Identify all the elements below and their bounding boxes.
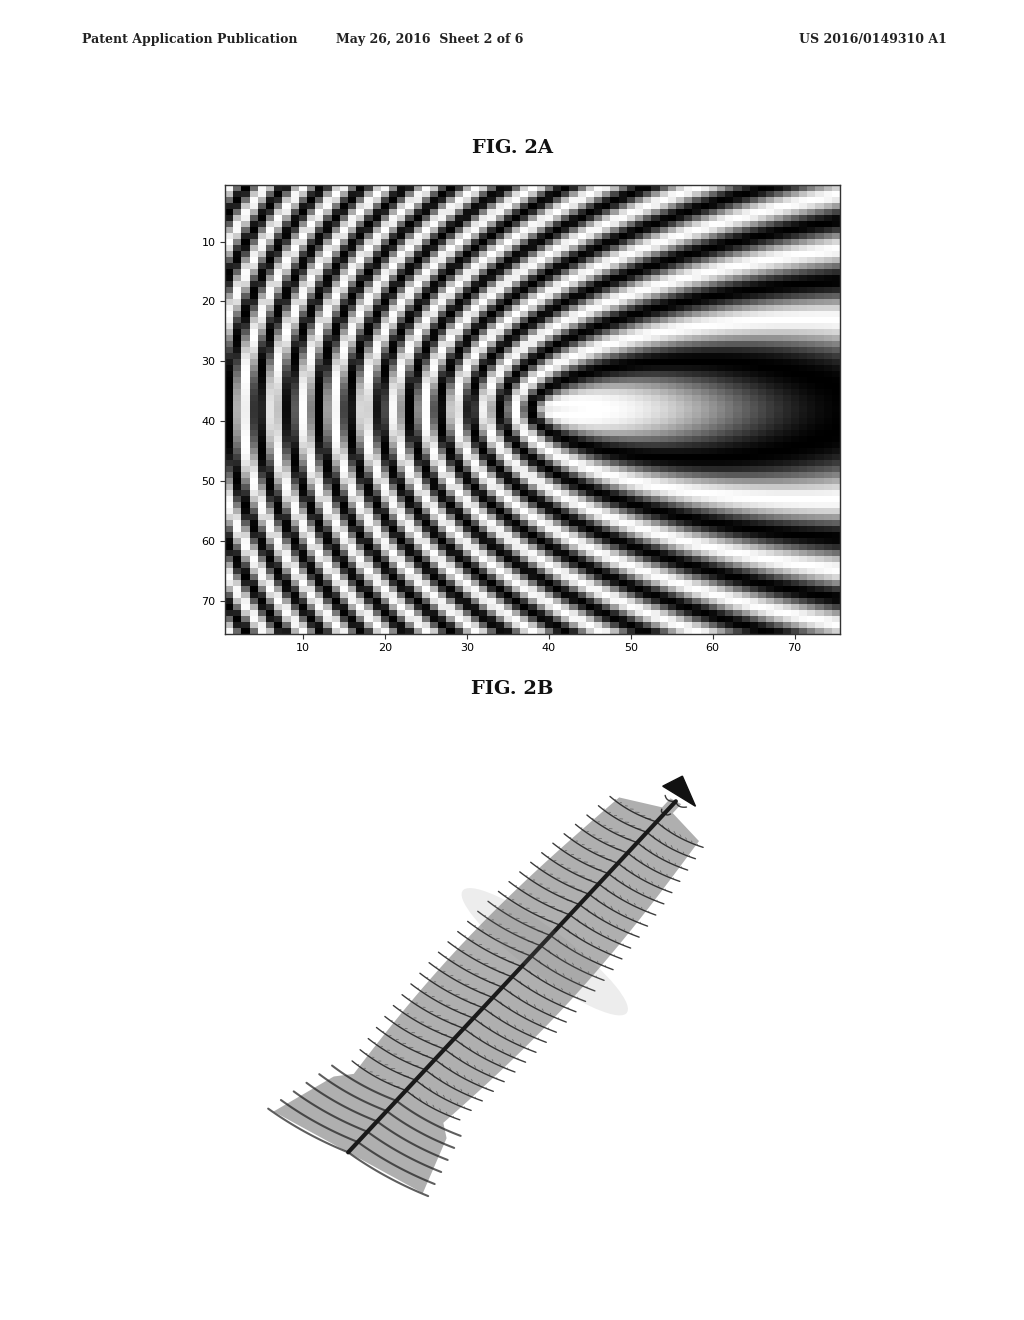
Text: FIG. 2B: FIG. 2B bbox=[471, 680, 553, 698]
Text: US 2016/0149310 A1: US 2016/0149310 A1 bbox=[799, 33, 946, 46]
Ellipse shape bbox=[462, 888, 628, 1015]
Text: Patent Application Publication: Patent Application Publication bbox=[82, 33, 297, 46]
Text: May 26, 2016  Sheet 2 of 6: May 26, 2016 Sheet 2 of 6 bbox=[337, 33, 523, 46]
Text: FIG. 2A: FIG. 2A bbox=[471, 139, 553, 157]
Polygon shape bbox=[663, 776, 695, 807]
Polygon shape bbox=[273, 797, 699, 1193]
